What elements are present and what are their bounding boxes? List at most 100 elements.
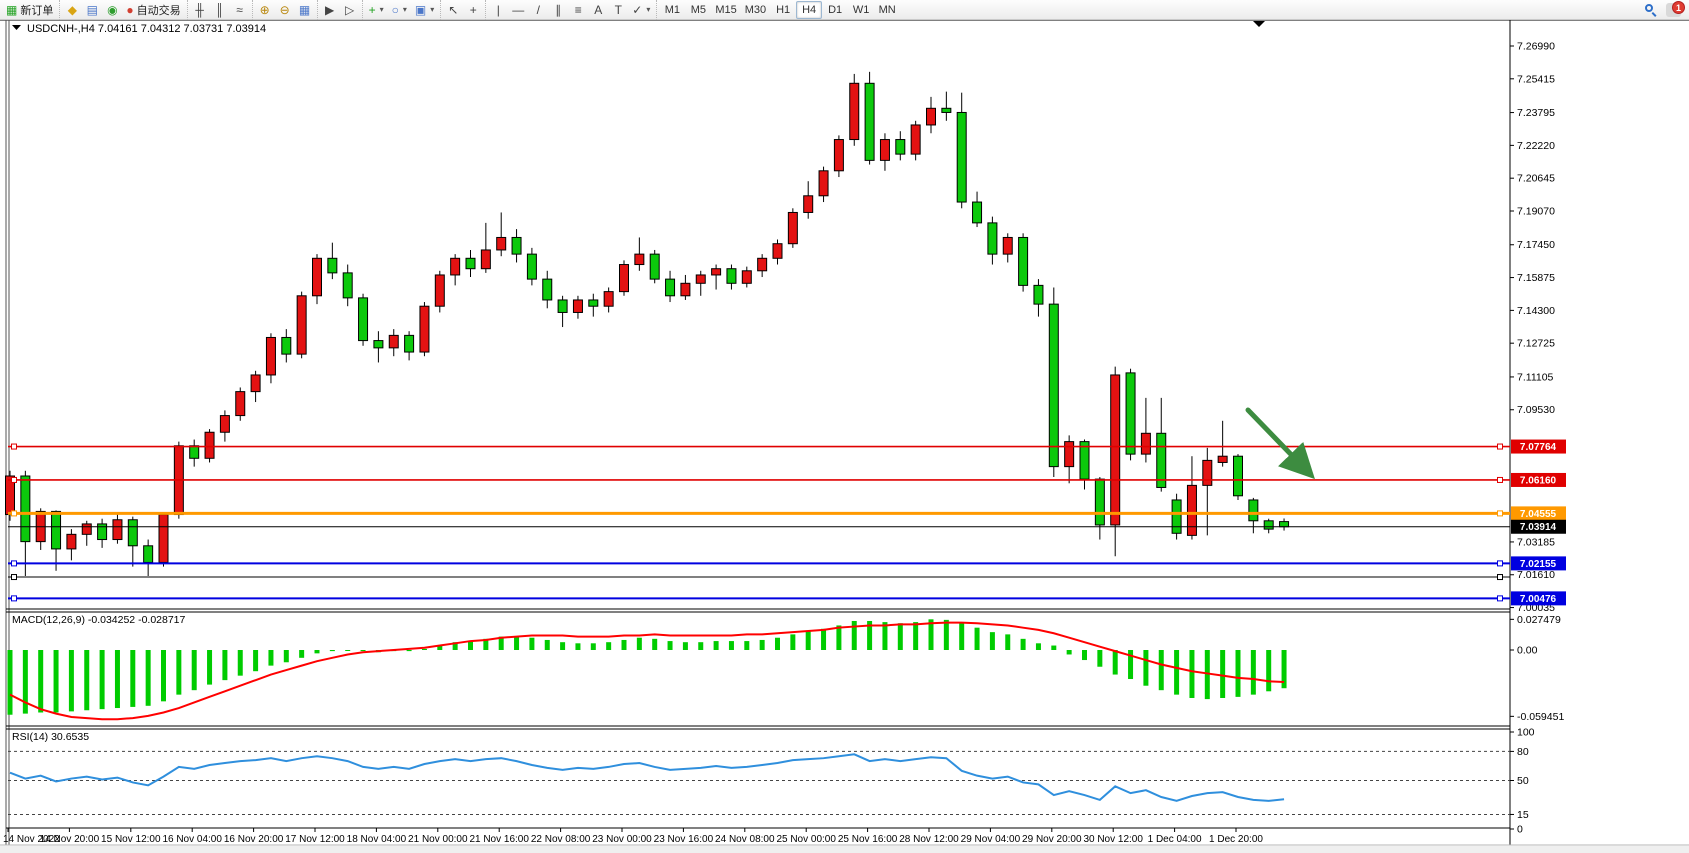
timeframe-button-m5[interactable]: M5 bbox=[690, 3, 706, 16]
fibonacci-button[interactable]: ≡ bbox=[568, 1, 588, 19]
macd-histogram-bar bbox=[974, 627, 980, 650]
macd-histogram-bar bbox=[452, 642, 458, 650]
autotrade-button[interactable]: ● 自动交易 bbox=[122, 1, 184, 19]
timeframe-button-m30[interactable]: M30 bbox=[744, 3, 767, 16]
time-axis-label: 18 Nov 04:00 bbox=[347, 834, 407, 845]
line-anchor-handle[interactable] bbox=[1497, 595, 1503, 602]
macd-histogram-bar bbox=[38, 650, 44, 713]
candle-down bbox=[987, 222, 998, 255]
macd-histogram-bar bbox=[114, 650, 120, 709]
time-axis-label: 15 Nov 12:00 bbox=[101, 834, 161, 845]
macd-histogram-bar bbox=[360, 650, 366, 652]
arrow-objects-button[interactable]: ✓ ▾ bbox=[628, 1, 654, 19]
arrow-objects-icon: ✓ bbox=[632, 2, 643, 17]
timeframe-button-m1[interactable]: M1 bbox=[664, 3, 680, 16]
chart-collapse-icon[interactable] bbox=[12, 25, 21, 30]
text-label-button[interactable]: T bbox=[608, 1, 628, 19]
macd-histogram-bar bbox=[1097, 650, 1103, 667]
line-anchor-handle[interactable] bbox=[11, 510, 17, 517]
timeframe-button-mn[interactable]: MN bbox=[878, 3, 896, 16]
trend-arrow-annotation[interactable] bbox=[1245, 407, 1315, 480]
new-order-button[interactable]: ▦ 新订单 bbox=[2, 1, 57, 19]
rsi-axis-label: 100 bbox=[1517, 727, 1535, 739]
candle-up bbox=[219, 415, 230, 433]
bar-chart-button[interactable]: ╫ bbox=[190, 1, 210, 19]
horizontal-line-button[interactable]: — bbox=[508, 1, 528, 19]
timeframe-button-m15[interactable]: M15 bbox=[715, 3, 737, 16]
toolbar-group: ⊕ ⊖ ▦ bbox=[251, 0, 317, 20]
timeframe-button-h4[interactable]: H4 bbox=[796, 0, 823, 19]
macd-histogram-bar bbox=[544, 639, 550, 650]
chart-window-button[interactable]: ◆ bbox=[62, 1, 82, 19]
line-anchor-handle[interactable] bbox=[1497, 560, 1503, 567]
price-tag-label: 7.00476 bbox=[1520, 594, 1557, 605]
macd-histogram-bar bbox=[790, 634, 796, 650]
tile-windows-icon: ▦ bbox=[298, 2, 311, 17]
macd-histogram-bar bbox=[253, 650, 259, 672]
dropdown-caret-icon: ▾ bbox=[402, 5, 407, 14]
candle-up bbox=[634, 253, 645, 266]
toolbar-group: ↖ + bbox=[440, 0, 485, 20]
line-anchor-handle[interactable] bbox=[11, 476, 17, 483]
auto-scroll-button[interactable]: ▶ bbox=[320, 1, 340, 19]
macd-histogram-bar bbox=[53, 650, 59, 713]
macd-axis-label: 0.00 bbox=[1517, 645, 1538, 657]
candlestick-chart-button[interactable]: ║ bbox=[210, 1, 230, 19]
text-label-icon: T bbox=[614, 2, 622, 17]
notifications-icon[interactable]: 1 bbox=[1666, 0, 1685, 17]
search-icon[interactable] bbox=[1645, 4, 1657, 17]
cursor-button[interactable]: ↖ bbox=[443, 1, 463, 19]
equidistant-channel-button[interactable]: ∥ bbox=[548, 1, 568, 19]
macd-histogram-bar bbox=[483, 638, 489, 650]
candle-up bbox=[296, 295, 307, 355]
line-anchor-handle[interactable] bbox=[1497, 510, 1503, 517]
line-anchor-handle[interactable] bbox=[1497, 574, 1503, 581]
candle-up bbox=[388, 334, 399, 349]
macd-histogram-bar bbox=[621, 639, 627, 650]
zoom-out-button[interactable]: ⊖ bbox=[275, 1, 295, 19]
dropdown-caret-icon: ▾ bbox=[430, 5, 435, 14]
line-anchor-handle[interactable] bbox=[1497, 443, 1503, 450]
zoom-in-button[interactable]: ⊕ bbox=[255, 1, 275, 19]
line-anchor-handle[interactable] bbox=[11, 574, 17, 581]
templates-button[interactable]: ▣ ▾ bbox=[411, 1, 438, 19]
chart-shift-button[interactable]: ▷ bbox=[340, 1, 360, 19]
indicators-button[interactable]: + ▾ bbox=[365, 1, 388, 19]
macd-histogram-bar bbox=[1235, 650, 1241, 697]
timeframe-button-w1[interactable]: W1 bbox=[852, 3, 870, 16]
new-order-icon: ▦ bbox=[6, 2, 18, 17]
line-anchor-handle[interactable] bbox=[11, 595, 17, 602]
timeframe-button-h1[interactable]: H1 bbox=[776, 3, 791, 16]
chart-menu-arrow-icon[interactable] bbox=[1253, 21, 1265, 27]
macd-histogram-bar bbox=[913, 622, 919, 650]
line-anchor-handle[interactable] bbox=[1497, 476, 1503, 483]
search-lens bbox=[1645, 4, 1653, 12]
periods-button[interactable]: ○ ▾ bbox=[388, 1, 411, 19]
signals-button[interactable]: ◉ bbox=[102, 1, 122, 19]
candle-down bbox=[281, 336, 292, 355]
vertical-line-button[interactable]: | bbox=[488, 1, 508, 19]
candle-down bbox=[51, 510, 62, 550]
line-chart-button[interactable]: ≈ bbox=[230, 1, 250, 19]
text-button[interactable]: A bbox=[588, 1, 608, 19]
trendline-button[interactable]: / bbox=[528, 1, 548, 19]
time-axis-label: 21 Nov 00:00 bbox=[408, 834, 468, 845]
crosshair-button[interactable]: + bbox=[463, 1, 483, 19]
periods-icon: ○ bbox=[391, 2, 399, 17]
line-anchor-handle[interactable] bbox=[11, 443, 17, 450]
macd-axis-label: 0.027479 bbox=[1517, 614, 1561, 626]
time-axis-label: 25 Nov 16:00 bbox=[838, 834, 898, 845]
tile-windows-button[interactable]: ▦ bbox=[295, 1, 315, 19]
candle-down bbox=[373, 340, 384, 349]
candle-down bbox=[358, 297, 369, 342]
market-watch-button[interactable]: ▤ bbox=[82, 1, 102, 19]
candle-down bbox=[895, 139, 906, 155]
candle-up bbox=[312, 257, 322, 297]
line-anchor-handle[interactable] bbox=[11, 560, 17, 567]
timeframe-button-d1[interactable]: D1 bbox=[828, 3, 843, 16]
macd-histogram-bar bbox=[575, 643, 581, 650]
time-axis-label: 1 Dec 20:00 bbox=[1209, 834, 1263, 845]
macd-pane: 0.027479 0.00 -0.059451 MACD(12,26,9) -0.03… bbox=[7, 614, 1564, 723]
candle-up bbox=[1002, 236, 1013, 255]
